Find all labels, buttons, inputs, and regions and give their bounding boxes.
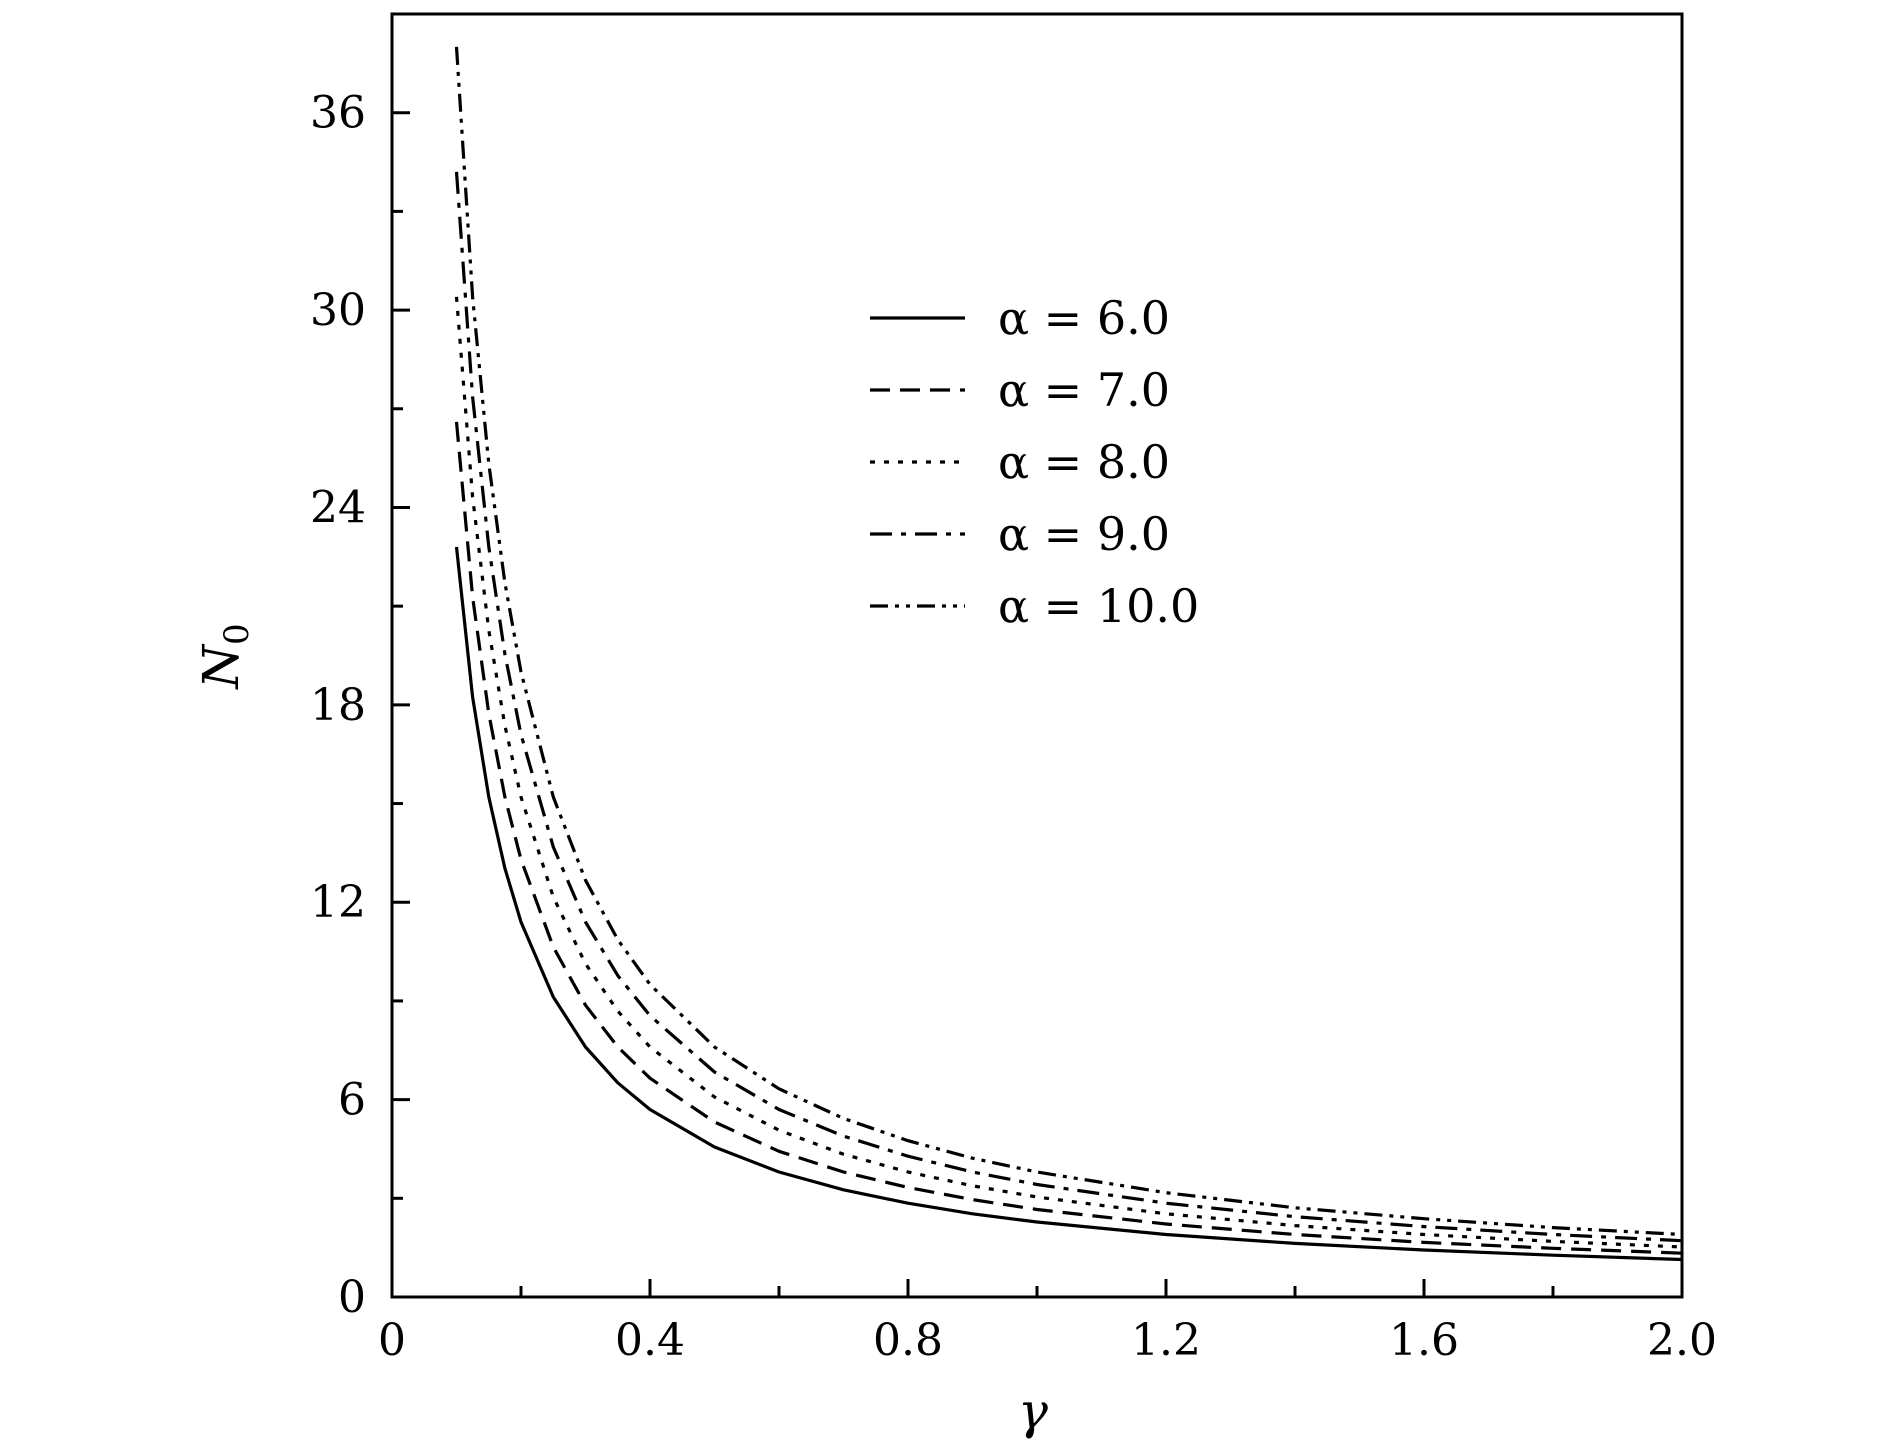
legend-label-4: α = 9.0	[998, 507, 1170, 561]
y-tick-label: 24	[310, 482, 366, 533]
svg-text:N0: N0	[192, 623, 257, 689]
series-line-5	[454, 46, 1683, 1237]
x-tick-label: 2.0	[1647, 1315, 1717, 1366]
y-tick-label: 30	[310, 285, 366, 336]
y-axis-title-main: N	[192, 643, 250, 690]
y-tick-label: 0	[338, 1272, 366, 1323]
y-tick-label: 12	[310, 877, 366, 928]
y-tick-label: 18	[310, 680, 366, 731]
legend-label-5: α = 10.0	[998, 579, 1199, 633]
ticks-layer: 0 0.4 0.8 1.2 1.6 2.0 0 6 12 18 24 30 36	[310, 88, 1717, 1366]
plot-frame	[390, 12, 1684, 1299]
legend-label-3: α = 8.0	[998, 435, 1170, 489]
x-axis-title: γ	[1018, 1382, 1048, 1440]
legend-label-2: α = 7.0	[998, 363, 1170, 417]
x-tick-label: 0.4	[615, 1315, 685, 1366]
y-tick-label: 6	[338, 1075, 366, 1126]
series-line-1	[454, 546, 1683, 1262]
y-axis-title-subscript: 0	[217, 623, 257, 645]
series-layer	[454, 46, 1683, 1262]
x-tick-label: 1.6	[1389, 1315, 1459, 1366]
legend-label-1: α = 6.0	[998, 291, 1170, 345]
x-tick-label: 0.8	[873, 1315, 943, 1366]
y-tick-label: 36	[310, 88, 366, 139]
series-line-2	[454, 421, 1683, 1255]
legend: α = 6.0 α = 7.0 α = 8.0 α = 9.0 α = 10.0	[870, 291, 1199, 633]
y-axis-title: N0	[192, 623, 257, 689]
series-line-4	[454, 171, 1683, 1243]
x-tick-label: 1.2	[1131, 1315, 1201, 1366]
x-tick-label: 0	[378, 1315, 406, 1366]
